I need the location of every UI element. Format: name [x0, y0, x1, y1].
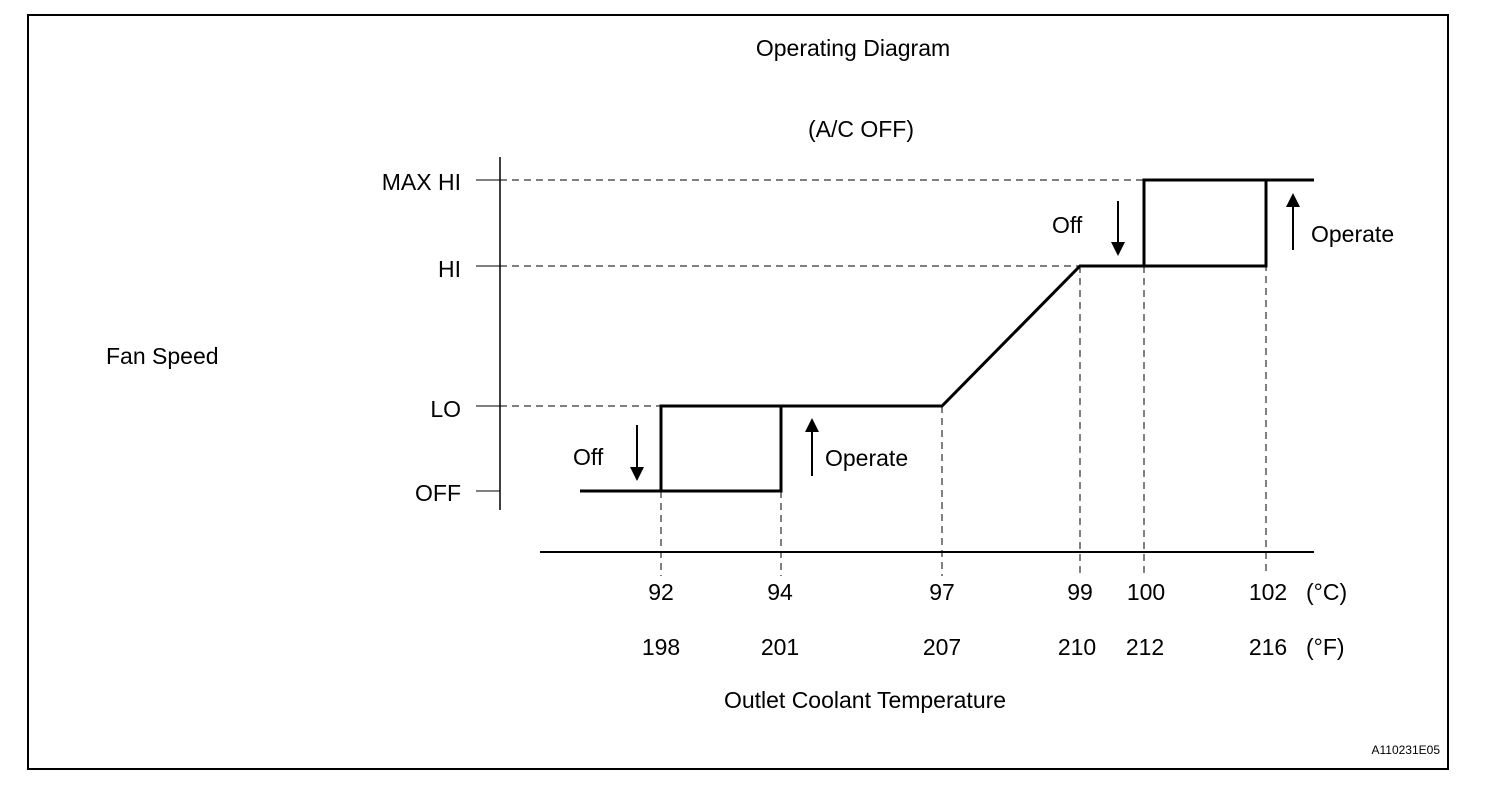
- tick-celsius-92: 92: [648, 579, 674, 605]
- tick-fahrenheit-212: 212: [1126, 634, 1164, 660]
- tick-fahrenheit-198: 198: [642, 634, 680, 660]
- unit-celsius: (°C): [1306, 579, 1347, 605]
- tick-celsius-99: 99: [1067, 579, 1093, 605]
- level-label-maxhi: MAX HI: [382, 169, 461, 195]
- unit-fahrenheit: (°F): [1306, 634, 1345, 660]
- celsius-ticks: 92 94 97 99 100 102: [648, 579, 1287, 605]
- tick-fahrenheit-210: 210: [1058, 634, 1096, 660]
- x-axis-label: Outlet Coolant Temperature: [724, 687, 1006, 713]
- tick-celsius-100: 100: [1127, 579, 1165, 605]
- tick-celsius-102: 102: [1249, 579, 1287, 605]
- level-label-hi: HI: [438, 256, 461, 282]
- annotation-high-off: Off: [1052, 212, 1083, 238]
- tick-celsius-97: 97: [929, 579, 955, 605]
- low-hysteresis-loop: [659, 404, 781, 491]
- tick-celsius-94: 94: [767, 579, 793, 605]
- diagram-title: Operating Diagram: [756, 35, 950, 61]
- y-axis-label: Fan Speed: [106, 343, 219, 369]
- fahrenheit-ticks: 198 201 207 210 212 216: [642, 634, 1287, 660]
- level-guides: [476, 179, 1144, 492]
- operating-curve: [580, 178, 1314, 493]
- tick-fahrenheit-207: 207: [923, 634, 961, 660]
- level-label-off: OFF: [415, 480, 461, 506]
- tick-fahrenheit-216: 216: [1249, 634, 1287, 660]
- level-label-lo: LO: [430, 396, 461, 422]
- tick-fahrenheit-201: 201: [761, 634, 799, 660]
- figure-code: A110231E05: [1371, 743, 1440, 757]
- annotation-low-off: Off: [573, 444, 604, 470]
- temperature-guides: [660, 180, 1267, 576]
- annotation-high-operate: Operate: [1311, 221, 1394, 247]
- high-hysteresis-loop: [1144, 180, 1268, 268]
- diagram-subtitle: (A/C OFF): [808, 116, 914, 142]
- figure-frame: [27, 14, 1449, 770]
- annotation-low-operate: Operate: [825, 445, 908, 471]
